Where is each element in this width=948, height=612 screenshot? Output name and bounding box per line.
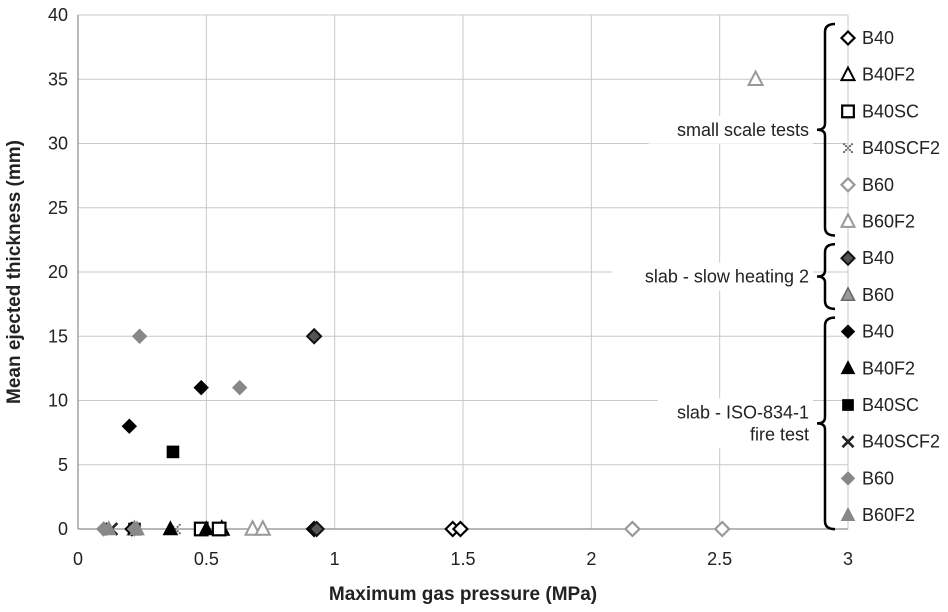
point-b40f2-g2 <box>198 520 215 536</box>
y-tick-label: 10 <box>48 391 68 411</box>
legend-label: B40 <box>862 322 894 342</box>
x-tick-label: 2.5 <box>707 549 732 569</box>
legend-label: B60 <box>862 285 894 305</box>
group-label-bg <box>657 398 813 449</box>
legend-label: B40SCF2 <box>862 138 940 158</box>
legend-label: B60 <box>862 175 894 195</box>
legend-marker <box>840 360 856 375</box>
y-tick-label: 40 <box>48 5 68 25</box>
legend-label: B40 <box>862 248 894 268</box>
axes: 0 5 10 15 20 25 30 35 40 0 0.5 1 1.5 2 2.5 3 <box>48 5 853 569</box>
legend-marker <box>841 435 855 449</box>
legend-label: B40SC <box>862 395 919 415</box>
group-label-bg <box>611 262 813 291</box>
legend-label: B40SCF2 <box>862 432 940 452</box>
legend-label: B60F2 <box>862 212 915 232</box>
point-b60f2-g0 <box>254 519 272 536</box>
point-b60-g2 <box>131 328 148 344</box>
x-tick-label: 1.5 <box>450 549 475 569</box>
y-tick-label: 35 <box>48 69 68 89</box>
y-tick-label: 20 <box>48 262 68 282</box>
group-label-bg <box>648 115 813 144</box>
legend-label: B60F2 <box>862 505 915 525</box>
x-tick-label: 0.5 <box>194 549 219 569</box>
legend-group-label: small scale tests <box>677 120 809 140</box>
x-tick-label: 0 <box>73 549 83 569</box>
point-b60f2-g2 <box>100 520 117 536</box>
legend-label: B40SC <box>862 101 919 121</box>
legend: B40 B40F2 B40SC B40SCF2 B60 B60F2 B40 B60 B40 B40… <box>611 22 940 531</box>
data-points <box>95 69 765 538</box>
legend-group-label: slab - ISO-834-1 fire test <box>677 402 809 444</box>
point-b40f2-g2 <box>162 520 179 536</box>
legend-marker <box>839 65 857 82</box>
legend-marker <box>840 250 856 267</box>
legend-label: B60 <box>862 468 894 488</box>
y-tick-label: 15 <box>48 326 68 346</box>
legend-marker <box>839 176 857 193</box>
point-b60-g0 <box>623 520 641 538</box>
legend-bracket <box>816 242 836 311</box>
legend-label: B40F2 <box>862 358 915 378</box>
point-b40-g1 <box>308 520 326 538</box>
legend-label: B40F2 <box>862 65 915 85</box>
x-tick-label: 1 <box>330 549 340 569</box>
x-tick-label: 2 <box>586 549 596 569</box>
point-b60-g2 <box>231 379 248 396</box>
y-axis-title: Mean ejected thickness (mm) <box>4 140 25 404</box>
legend-marker <box>839 212 857 228</box>
point-b40sc-g0 <box>211 521 227 537</box>
point-b60-g0 <box>713 520 731 538</box>
point-b40sc-g2 <box>166 445 180 459</box>
legend-marker <box>840 286 856 302</box>
legend-marker <box>841 104 855 119</box>
point-b40-g0 <box>451 520 469 538</box>
point-b60f2-g2 <box>129 520 145 536</box>
x-axis-title: Maximum gas pressure (MPa) <box>329 584 597 605</box>
point-b40-g2 <box>121 418 138 434</box>
point-b60f2-g0 <box>243 519 262 536</box>
y-tick-label: 0 <box>58 519 68 539</box>
point-b40-g2 <box>193 379 209 396</box>
legend-marker <box>839 29 857 47</box>
legend-marker <box>840 324 856 339</box>
legend-marker <box>842 399 854 411</box>
legend-marker <box>843 143 854 154</box>
legend-marker <box>840 506 856 521</box>
y-tick-label: 30 <box>48 134 68 154</box>
y-tick-label: 25 <box>48 198 68 218</box>
legend-bracket <box>816 22 836 237</box>
legend-label: B40 <box>862 28 894 48</box>
legend-group-label: slab - slow heating 2 <box>645 267 809 287</box>
point-b40-g1 <box>305 327 323 345</box>
legend-bracket <box>816 316 836 531</box>
point-b60f2-g0 <box>746 69 765 87</box>
legend-marker <box>840 471 856 486</box>
x-tick-label: 3 <box>843 549 853 569</box>
y-tick-label: 5 <box>58 455 68 475</box>
